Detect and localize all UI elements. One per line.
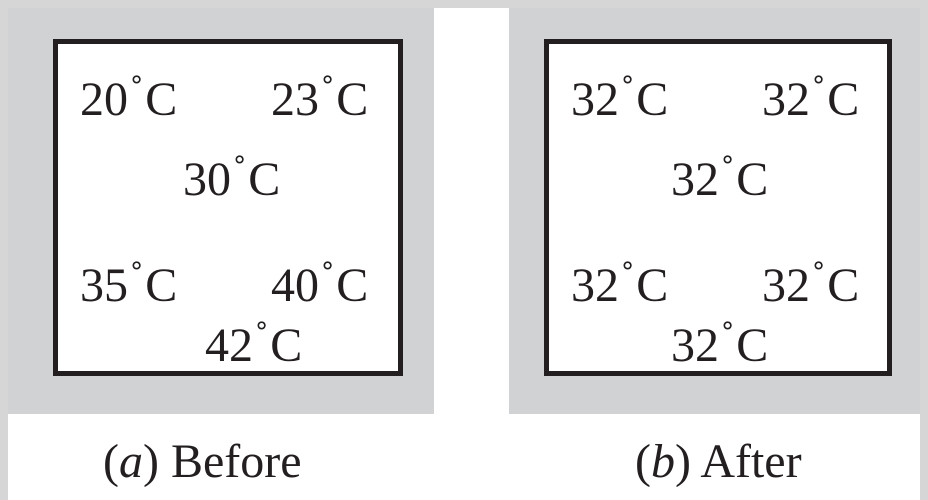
temp-reading: 32°C (571, 71, 669, 126)
figure: 20°C 23°C 30°C 35°C 40°C 42°C 32°C 32°C … (8, 8, 920, 500)
panel-after: 32°C 32°C 32°C 32°C 32°C 32°C (509, 8, 920, 414)
temp-reading: 32°C (762, 257, 860, 312)
temp-reading: 35°C (80, 257, 178, 312)
panel-before: 20°C 23°C 30°C 35°C 40°C 42°C (8, 8, 434, 414)
caption-after: (b) After (635, 435, 802, 488)
temp-reading: 30°C (183, 151, 281, 206)
temp-reading: 20°C (80, 71, 178, 126)
temp-reading: 23°C (271, 71, 369, 126)
temp-reading: 32°C (762, 71, 860, 126)
caption-before: (a) Before (103, 435, 302, 488)
container-before: 20°C 23°C 30°C 35°C 40°C 42°C (53, 39, 403, 376)
temp-reading: 40°C (271, 257, 369, 312)
temp-reading: 42°C (205, 317, 303, 372)
container-after: 32°C 32°C 32°C 32°C 32°C 32°C (544, 39, 892, 376)
temp-reading: 32°C (671, 151, 769, 206)
temp-reading: 32°C (571, 257, 669, 312)
temp-reading: 32°C (671, 317, 769, 372)
